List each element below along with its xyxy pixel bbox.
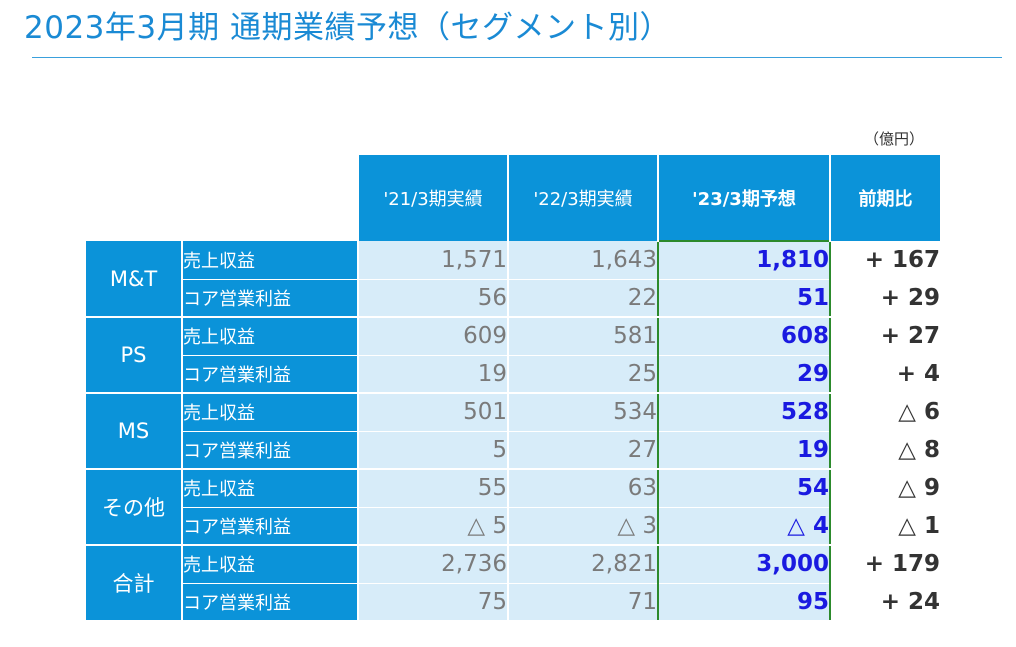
segment-name: PS [86, 317, 183, 394]
row-item-label: 売上収益 [182, 393, 358, 432]
table-row: コア営業利益 56 22 51 + 29 [86, 279, 940, 318]
row-item-label: 売上収益 [182, 469, 358, 508]
table-row: コア営業利益 5 27 19 △ 8 [86, 431, 940, 470]
page-title: 2023年3月期 通期業績予想（セグメント別） [24, 10, 671, 46]
cell-fy23-forecast: 3,000 [657, 545, 831, 584]
table-row: M&T 売上収益 1,571 1,643 1,810 + 167 [86, 240, 940, 318]
cell-fy22: 71 [507, 583, 658, 622]
cell-yoy: + 4 [829, 355, 940, 393]
table-row: コア営業利益 19 25 29 + 4 [86, 355, 940, 394]
table-row: MS 売上収益 501 534 528 △ 6 [86, 392, 940, 470]
table-row: コア営業利益 △ 5 △ 3 △ 4 △ 1 [86, 507, 940, 546]
table-row: コア営業利益 75 71 95 + 24 [86, 583, 940, 622]
row-item-label: コア営業利益 [182, 583, 358, 622]
row-item-label: 売上収益 [182, 317, 358, 356]
cell-fy23-forecast: 29 [657, 355, 831, 394]
cell-fy22: 1,643 [507, 241, 658, 280]
cell-fy23-forecast: 95 [657, 583, 831, 622]
header-row: '21/3期実績 '22/3期実績 '23/3期予想 前期比 [86, 155, 940, 241]
cell-fy21: 5 [357, 431, 508, 470]
cell-fy21: 56 [357, 279, 508, 318]
cell-fy23-forecast: △ 4 [657, 507, 831, 546]
row-item-label: コア営業利益 [182, 507, 358, 546]
cell-fy23-forecast: 608 [657, 317, 831, 356]
cell-fy22: 2,821 [507, 544, 658, 584]
cell-yoy: + 179 [829, 545, 940, 583]
cell-fy21: 55 [357, 468, 508, 508]
cell-fy21: 609 [357, 316, 508, 356]
segment-name: 合計 [86, 545, 183, 622]
segment-name: MS [86, 393, 183, 470]
cell-fy23-forecast: 528 [657, 393, 831, 432]
table-row: その他 売上収益 55 63 54 △ 9 [86, 468, 940, 546]
cell-fy22: 27 [507, 431, 658, 470]
cell-fy23-forecast: 51 [657, 279, 831, 318]
row-item-label: コア営業利益 [182, 431, 358, 470]
segment-name: その他 [86, 469, 183, 546]
cell-yoy: + 29 [829, 279, 940, 317]
cell-fy22: △ 3 [507, 507, 658, 546]
header-yoy: 前期比 [829, 155, 940, 241]
cell-fy22: 25 [507, 355, 658, 394]
cell-fy22: 534 [507, 392, 658, 432]
cell-yoy: △ 9 [829, 469, 940, 507]
cell-fy21: 19 [357, 355, 508, 394]
row-item-label: 売上収益 [182, 241, 358, 280]
cell-yoy: + 167 [829, 241, 940, 279]
cell-fy22: 63 [507, 468, 658, 508]
cell-fy22: 22 [507, 279, 658, 318]
header-fy23-forecast: '23/3期予想 [657, 155, 830, 241]
header-blank [182, 155, 358, 241]
title-divider [32, 57, 1002, 58]
segment-name: M&T [86, 241, 183, 318]
row-item-label: コア営業利益 [182, 279, 358, 318]
cell-fy21: 1,571 [357, 241, 508, 280]
table-row: 合計 売上収益 2,736 2,821 3,000 + 179 [86, 544, 940, 622]
cell-yoy: + 27 [829, 317, 940, 355]
cell-fy23-forecast: 1,810 [657, 240, 831, 280]
cell-fy22: 581 [507, 316, 658, 356]
table-row: PS 売上収益 609 581 608 + 27 [86, 316, 940, 394]
row-item-label: 売上収益 [182, 545, 358, 584]
cell-yoy: △ 1 [829, 507, 940, 545]
header-fy21: '21/3期実績 [357, 155, 508, 241]
cell-yoy: + 24 [829, 583, 940, 621]
segment-forecast-table: '21/3期実績 '22/3期実績 '23/3期予想 前期比 M&T 売上収益 1,… [86, 155, 940, 622]
header-fy22: '22/3期実績 [507, 155, 658, 241]
cell-fy23-forecast: 54 [657, 469, 831, 508]
cell-yoy: △ 8 [829, 431, 940, 469]
cell-fy21: 75 [357, 583, 508, 622]
cell-fy21: 2,736 [357, 544, 508, 584]
cell-yoy: △ 6 [829, 393, 940, 431]
cell-fy23-forecast: 19 [657, 431, 831, 470]
unit-label: （億円） [864, 130, 925, 148]
header-blank [86, 155, 182, 241]
cell-fy21: 501 [357, 392, 508, 432]
cell-fy21: △ 5 [357, 507, 508, 546]
row-item-label: コア営業利益 [182, 355, 358, 394]
